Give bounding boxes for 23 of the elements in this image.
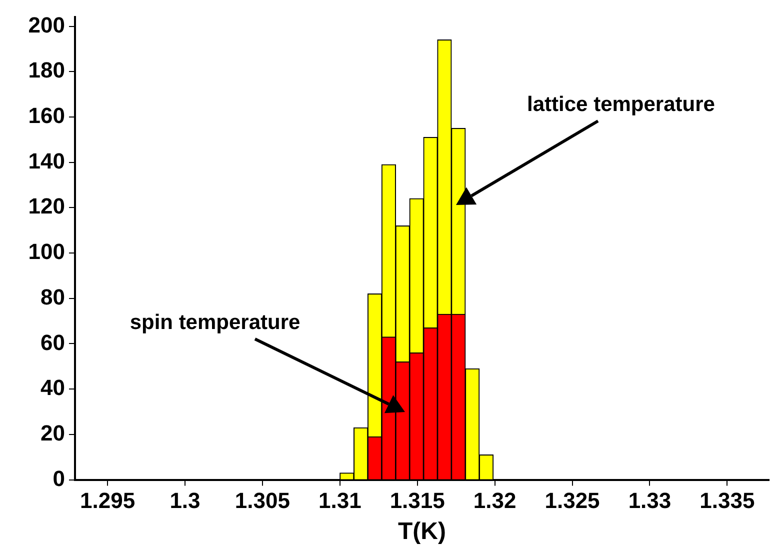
y-tick-label: 0 <box>52 466 65 491</box>
x-axis-title: T(K) <box>398 518 446 546</box>
annotation: lattice temperature <box>527 92 715 116</box>
y-tick-label: 180 <box>28 58 65 83</box>
y-tick-label: 140 <box>28 148 65 174</box>
x-tick-label: 1.3 <box>170 488 200 514</box>
x-tick-label: 1.31 <box>318 488 362 514</box>
x-tick-label: 1.325 <box>544 488 600 514</box>
x-tick-label: 1.305 <box>234 488 290 514</box>
x-tick-label: 1.315 <box>390 488 445 514</box>
y-tick-label: 100 <box>28 239 65 264</box>
y-tick-label: 200 <box>28 12 65 38</box>
y-tick-label: 60 <box>40 330 65 355</box>
annotation: spin temperature <box>130 310 300 334</box>
y-tick-label: 40 <box>40 375 65 400</box>
x-tick-label: 1.295 <box>80 488 136 514</box>
x-tick-label: 1.33 <box>628 488 672 514</box>
y-tick-label: 80 <box>40 284 65 310</box>
y-tick-label: 20 <box>40 420 65 446</box>
y-tick-label: 120 <box>28 194 65 219</box>
x-tick-label: 1.335 <box>700 488 755 514</box>
y-tick-label: 160 <box>28 103 65 128</box>
x-tick-label: 1.32 <box>473 488 516 514</box>
